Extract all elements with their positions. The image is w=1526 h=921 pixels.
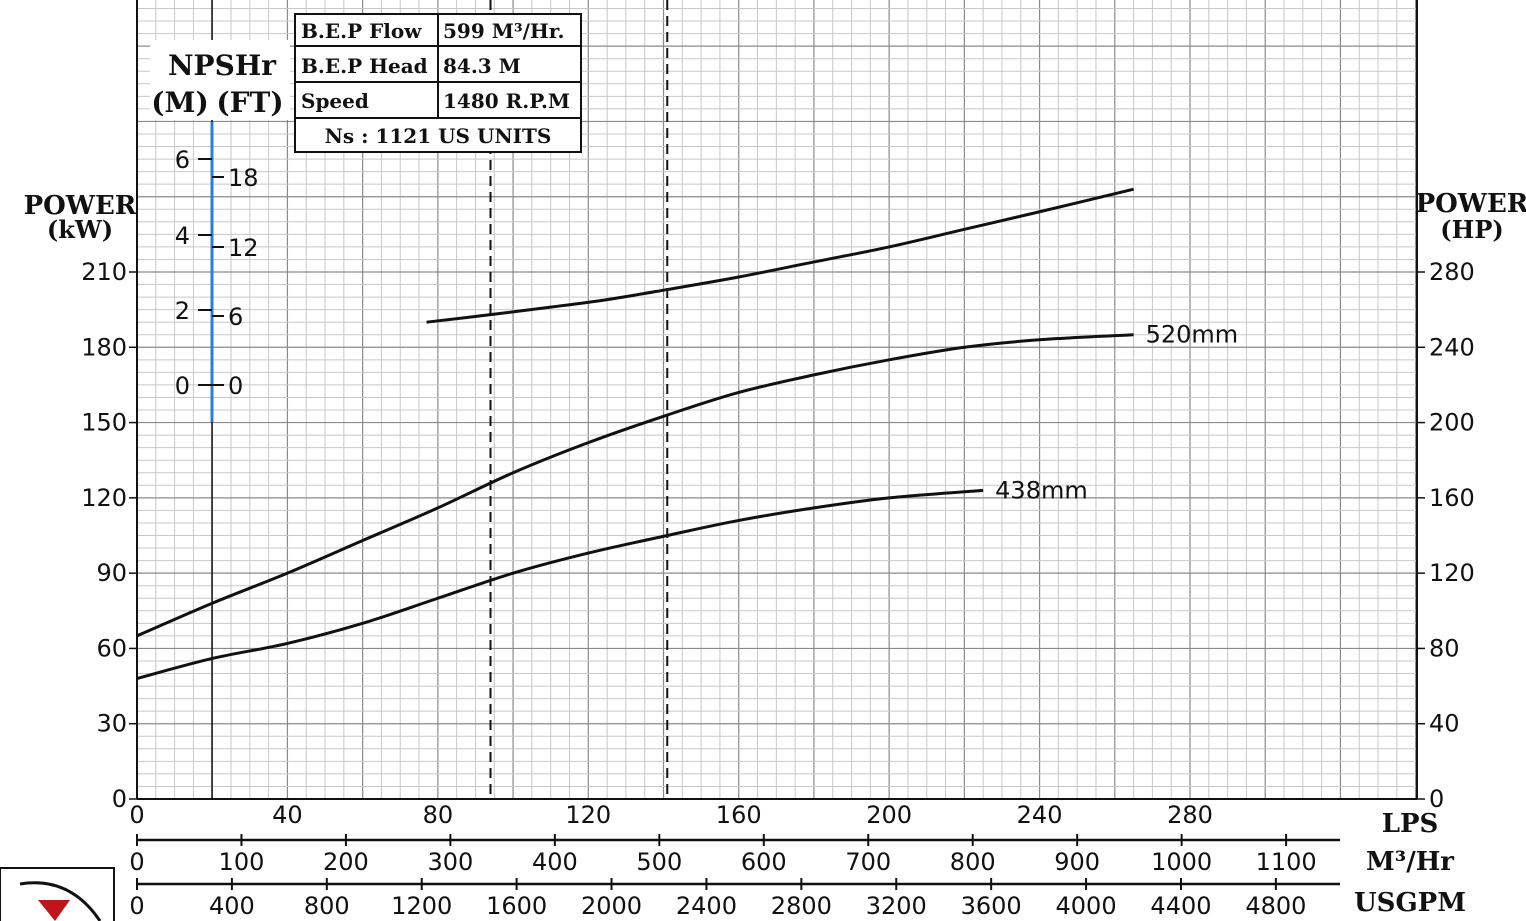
npsh-ft-tick-label: 6 (228, 303, 243, 331)
y-right-title-1: POWER (1416, 189, 1526, 219)
usgpm-tick-label: 4800 (1245, 892, 1306, 920)
npsh-title: NPSHr (168, 49, 277, 82)
y-left-tick-label: 120 (81, 484, 127, 512)
y-right-tick-label: 40 (1429, 710, 1460, 738)
y-left-title-1: POWER (24, 191, 137, 221)
usgpm-tick-label: 4000 (1056, 892, 1117, 920)
x-lps-title: LPS (1382, 809, 1439, 839)
usgpm-tick-label: 4400 (1150, 892, 1211, 920)
usgpm-tick-label: 400 (209, 892, 255, 920)
m3hr-tick-label: 100 (219, 848, 265, 876)
speed-value: 1480 R.P.M (443, 89, 570, 113)
bep-flow-value: 599 M³/Hr. (443, 19, 564, 43)
usgpm-tick-label: 0 (129, 892, 144, 920)
npsh-ft-tick-label: 12 (228, 234, 259, 262)
x-lps-tick-label: 280 (1167, 801, 1213, 829)
npsh-m-tick-label: 2 (175, 297, 190, 325)
bep-flow-label: B.E.P Flow (301, 19, 422, 43)
x-lps-tick-label: 120 (565, 801, 611, 829)
tick-labels: 0306090120150180210040801201602002402800… (81, 258, 1475, 829)
y-left-title-2: (kW) (47, 215, 113, 244)
m3hr-tick-label: 700 (845, 848, 891, 876)
x-m3hr-title: M³/Hr (1366, 847, 1454, 877)
usgpm-tick-label: 2800 (771, 892, 832, 920)
usgpm-tick-label: 3600 (961, 892, 1022, 920)
x-lps-tick-label: 40 (272, 801, 303, 829)
npsh-header-bg (150, 40, 290, 120)
usgpm-tick-label: 1200 (391, 892, 452, 920)
y-left-tick-label: 60 (96, 634, 127, 662)
m3hr-tick-label: 300 (427, 848, 473, 876)
m3hr-tick-label: 1000 (1151, 848, 1212, 876)
npsh-m-tick-label: 6 (175, 146, 190, 174)
npsh-ft-tick-label: 0 (228, 372, 243, 400)
y-right-tick-label: 280 (1429, 258, 1475, 286)
y-right-tick-label: 200 (1429, 409, 1475, 437)
npsh-unit-m: (M) (151, 86, 209, 119)
brand-logo (0, 867, 115, 921)
y-left-tick-label: 30 (96, 710, 127, 738)
y-left-tick-label: 180 (81, 333, 127, 361)
y-right-tick-label: 160 (1429, 484, 1475, 512)
usgpm-tick-label: 2400 (676, 892, 737, 920)
m3hr-tick-label: 800 (950, 848, 996, 876)
bep-table: B.E.P Flow 599 M³/Hr. B.E.P Head 84.3 M … (294, 13, 582, 153)
series-line-438mm (136, 488, 984, 680)
usgpm-tick-label: 800 (304, 892, 350, 920)
m3hr-tick-label: 900 (1054, 848, 1100, 876)
y-left-tick-label: 0 (112, 785, 127, 813)
m3hr-tick-label: 400 (532, 848, 578, 876)
series-label: 438mm (995, 476, 1088, 504)
npsh-ticks: 6 4 2 0 18 12 6 0 (175, 146, 259, 400)
bep-head-value: 84.3 M (443, 54, 521, 78)
y-right-tick-label: 80 (1429, 634, 1460, 662)
y-right-tick-label: 240 (1429, 333, 1475, 361)
y-left-tick-label: 150 (81, 409, 127, 437)
usgpm-tick-label: 1600 (486, 892, 547, 920)
usgpm-tick-label: 3200 (866, 892, 927, 920)
bep-head-label: B.E.P Head (301, 54, 428, 78)
y-right-title-2: (HP) (1440, 215, 1503, 244)
npsh-m-tick-label: 4 (175, 222, 190, 250)
y-left-tick-label: 90 (96, 559, 127, 587)
x-lps-tick-label: 160 (716, 801, 762, 829)
m3hr-tick-label: 500 (636, 848, 682, 876)
y-right-tick-label: 0 (1429, 785, 1444, 813)
x-lps-tick-label: 240 (1017, 801, 1063, 829)
series-curves: 520mm 438mm (136, 187, 1239, 680)
y-left-tick-label: 210 (81, 258, 127, 286)
m3hr-tick-label: 1100 (1256, 848, 1317, 876)
x-lps-tick-label: 80 (423, 801, 454, 829)
series-line-curve-1 (426, 187, 1134, 324)
m3hr-tick-label: 200 (323, 848, 369, 876)
usgpm-tick-label: 2000 (581, 892, 642, 920)
x-lps-tick-label: 200 (866, 801, 912, 829)
npsh-unit-ft: (FT) (216, 86, 283, 119)
y-right-tick-label: 120 (1429, 559, 1475, 587)
series-line-520mm (136, 333, 1134, 638)
x-usgpm-title: USGPM (1354, 888, 1466, 918)
speed-label: Speed (301, 89, 369, 113)
series-label: 520mm (1146, 321, 1239, 349)
npsh-ft-tick-label: 18 (228, 164, 259, 192)
flow-axes: 0 100 200 300 400 500 600 700 800 900 1000 1100 0 400… (129, 834, 1340, 920)
specific-speed: Ns : 1121 US UNITS (325, 124, 552, 148)
m3hr-tick-label: 600 (741, 848, 787, 876)
x-lps-tick-label: 0 (129, 801, 144, 829)
m3hr-tick-label: 0 (129, 848, 144, 876)
npsh-m-tick-label: 0 (175, 372, 190, 400)
